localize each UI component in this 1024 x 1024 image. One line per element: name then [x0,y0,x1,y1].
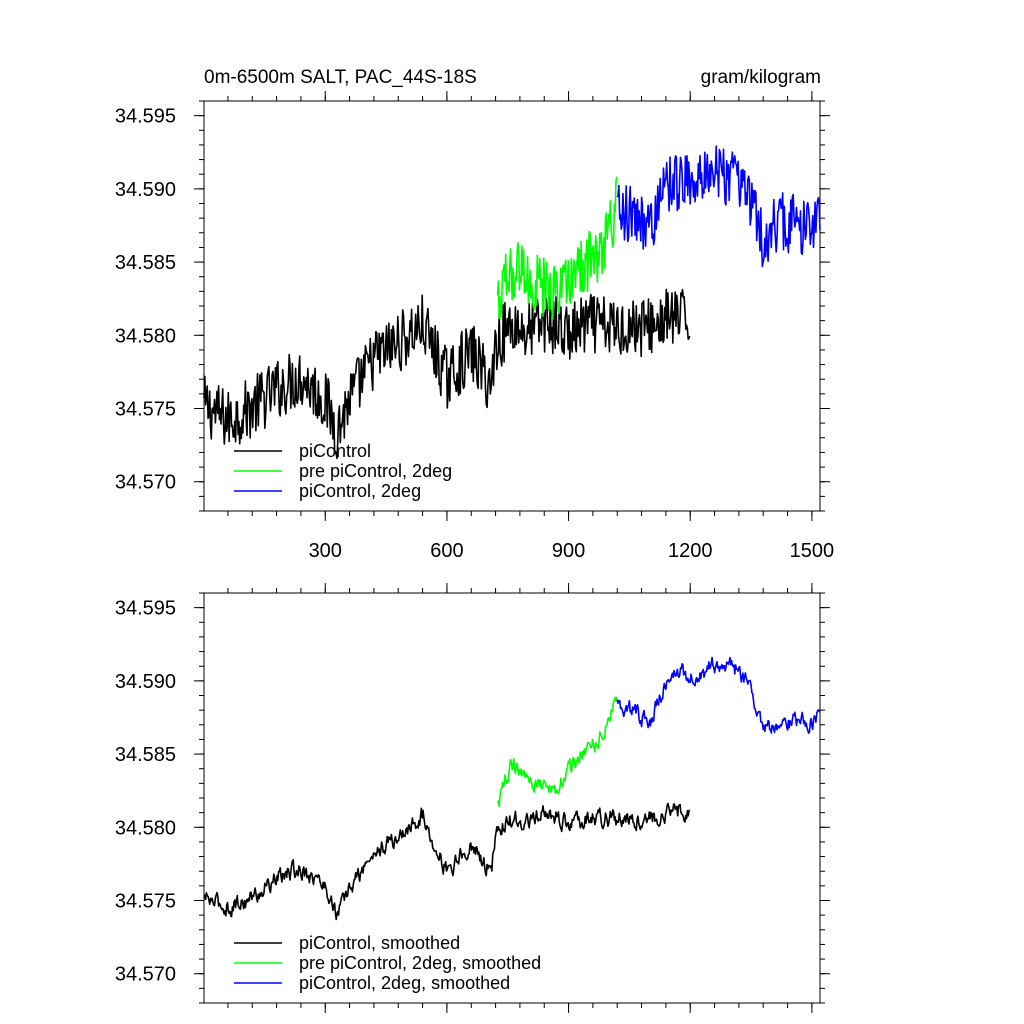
y-tick-label: 34.570 [115,964,176,986]
y-tick-label: 34.570 [115,472,176,494]
series-line-2 [496,176,618,320]
y-tick-label: 34.580 [115,817,176,839]
chart-title-left: 0m-6500m SALT, PAC_44S-18S [204,67,477,88]
series-line-1 [203,288,691,460]
x-tick-label: 300 [309,540,342,562]
y-tick-label: 34.585 [115,252,176,274]
legend-label-2: pre piControl, 2deg, smoothed [299,953,541,973]
y-tick-label: 34.590 [115,671,176,693]
chart-title-units: gram/kilogram [701,67,821,88]
y-tick-label: 34.585 [115,744,176,766]
legend-label-3: piControl, 2deg [299,481,421,501]
x-tick-label: 600 [430,540,463,562]
y-tick-label: 34.575 [115,399,176,421]
series-line-1 [203,802,691,921]
y-tick-label: 34.575 [115,891,176,913]
y-tick-label: 34.595 [115,598,176,620]
legend-label-3: piControl, 2deg, smoothed [299,973,510,993]
y-tick-label: 34.580 [115,325,176,347]
x-tick-label: 1500 [790,540,835,562]
legend-label-2: pre piControl, 2deg [299,461,452,481]
top-panel: 34.570 34.575 34.580 34.585 34.590 34.595 300 6… [115,91,834,562]
plot-frame [203,592,821,1004]
series-line-3 [616,145,821,268]
legend-label-1: piControl, smoothed [299,933,460,953]
bottom-panel: 34.570 34.575 34.580 34.585 34.590 34.595 piCo… [115,583,830,1013]
x-tick-label: 900 [552,540,585,562]
x-tick-label: 1200 [668,540,713,562]
series-line-2 [496,696,618,807]
y-tick-label: 34.595 [115,106,176,128]
y-tick-label: 34.590 [115,179,176,201]
plot-frame [203,100,821,512]
legend-label-1: piControl [299,441,371,461]
series-line-3 [616,656,821,734]
